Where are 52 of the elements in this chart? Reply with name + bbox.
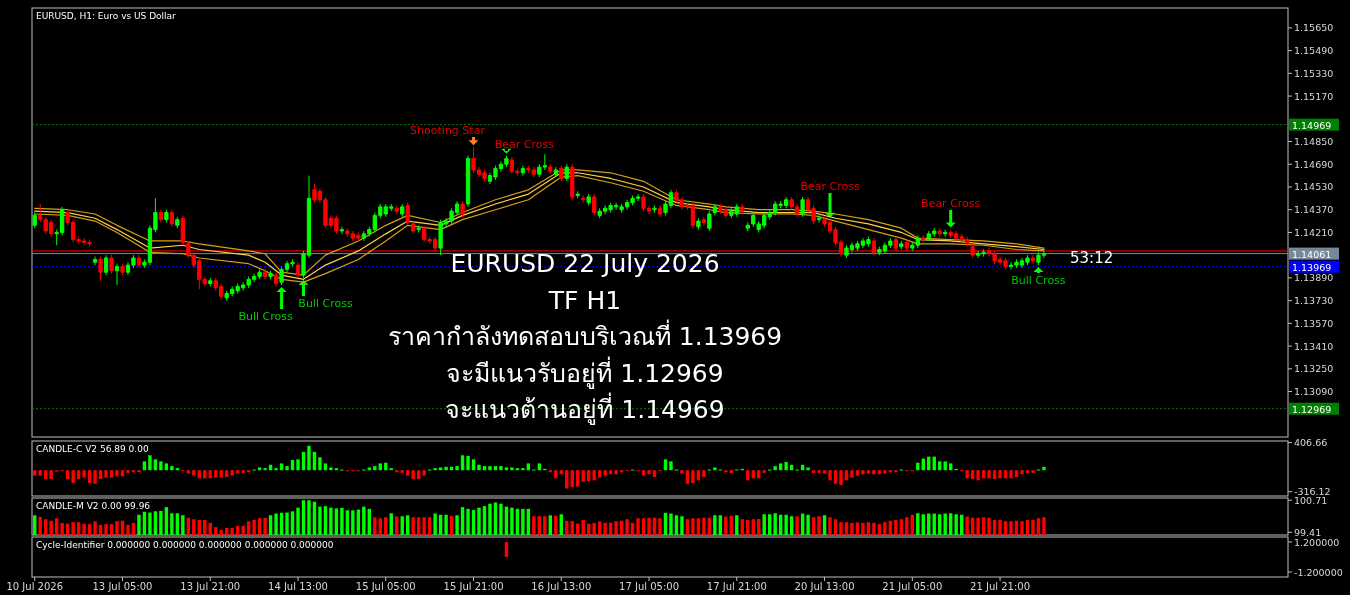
- annotation: Bear Cross: [921, 197, 981, 210]
- y-tick-label: 1.14370: [1294, 204, 1334, 216]
- annotation: Bull Cross: [1011, 274, 1066, 287]
- y-tick-label: -1.200000: [1294, 566, 1343, 578]
- y-tick-label: 1.14690: [1294, 158, 1334, 170]
- y-tick-label: 1.14530: [1294, 181, 1334, 193]
- y-tick-label: 1.15170: [1294, 90, 1334, 102]
- x-tick-label: 21 Jul 21:00: [970, 581, 1031, 592]
- x-tick-label: 17 Jul 05:00: [619, 581, 680, 592]
- y-tick-label: 1.13410: [1294, 340, 1334, 352]
- ref-line-label: 1.14061: [1292, 248, 1332, 260]
- x-tick-label: 15 Jul 21:00: [443, 581, 504, 592]
- ref-line-label: 1.12969: [1292, 403, 1332, 415]
- x-tick-label: 15 Jul 05:00: [355, 581, 416, 592]
- annotation: Bear Cross: [800, 180, 860, 193]
- y-tick-label: 1.200000: [1294, 536, 1340, 548]
- x-tick-label: 20 Jul 13:00: [794, 581, 855, 592]
- annotation: Bull Cross: [298, 297, 353, 310]
- annotation: 53:12: [1070, 249, 1114, 267]
- chart-title: EURUSD, H1: Euro vs US Dollar: [36, 11, 177, 21]
- x-tick-label: 13 Jul 05:00: [92, 581, 153, 592]
- y-tick-label: 1.14210: [1294, 226, 1334, 238]
- x-tick-label: 14 Jul 13:00: [268, 581, 328, 592]
- annotation: Shooting Star: [410, 124, 486, 137]
- annotation: จะแนวต้านอยู่ที่ 1.14969: [445, 392, 725, 425]
- y-tick-label: 1.13730: [1294, 295, 1334, 307]
- ref-line-label: 1.13969: [1292, 261, 1332, 273]
- y-tick-label: 1.15330: [1294, 67, 1334, 79]
- annotation: ราคากำลังทดสอบบริเวณที่ 1.13969: [387, 319, 783, 351]
- annotation: Bull Cross: [238, 310, 293, 323]
- ref-line-label: 1.14969: [1292, 119, 1332, 131]
- y-tick-label: 406.66: [1294, 437, 1328, 449]
- x-tick-label: 21 Jul 05:00: [882, 581, 943, 592]
- x-tick-label: 10 Jul 2026: [6, 581, 64, 592]
- chart-title: Cycle-Identifier 0.000000 0.000000 0.000000 0.000000 0.000000: [36, 540, 334, 550]
- annotation: จะมีแนวรับอยู่ที่ 1.12969: [446, 355, 724, 389]
- y-tick-label: 1.14850: [1294, 136, 1334, 148]
- x-tick-label: 17 Jul 21:00: [706, 581, 767, 592]
- chart-title: CANDLE-M V2 0.00 99.96: [36, 501, 151, 511]
- y-tick-label: 1.13570: [1294, 317, 1334, 329]
- x-tick-label: 13 Jul 21:00: [180, 581, 241, 592]
- annotation: EURUSD 22 July 2026: [450, 249, 720, 278]
- chart-title: CANDLE-C V2 56.89 0.00: [36, 444, 149, 454]
- annotation: Bear Cross: [494, 138, 555, 151]
- y-tick-label: 99.41: [1294, 526, 1322, 538]
- y-tick-label: 1.15490: [1294, 45, 1334, 57]
- y-tick-label: 1.13890: [1294, 272, 1334, 284]
- x-tick-label: 16 Jul 13:00: [531, 581, 592, 592]
- y-tick-label: 1.13250: [1294, 363, 1334, 375]
- y-tick-label: 1.15650: [1294, 22, 1334, 34]
- y-tick-label: 1.13090: [1294, 386, 1334, 398]
- annotation: TF H1: [547, 285, 622, 315]
